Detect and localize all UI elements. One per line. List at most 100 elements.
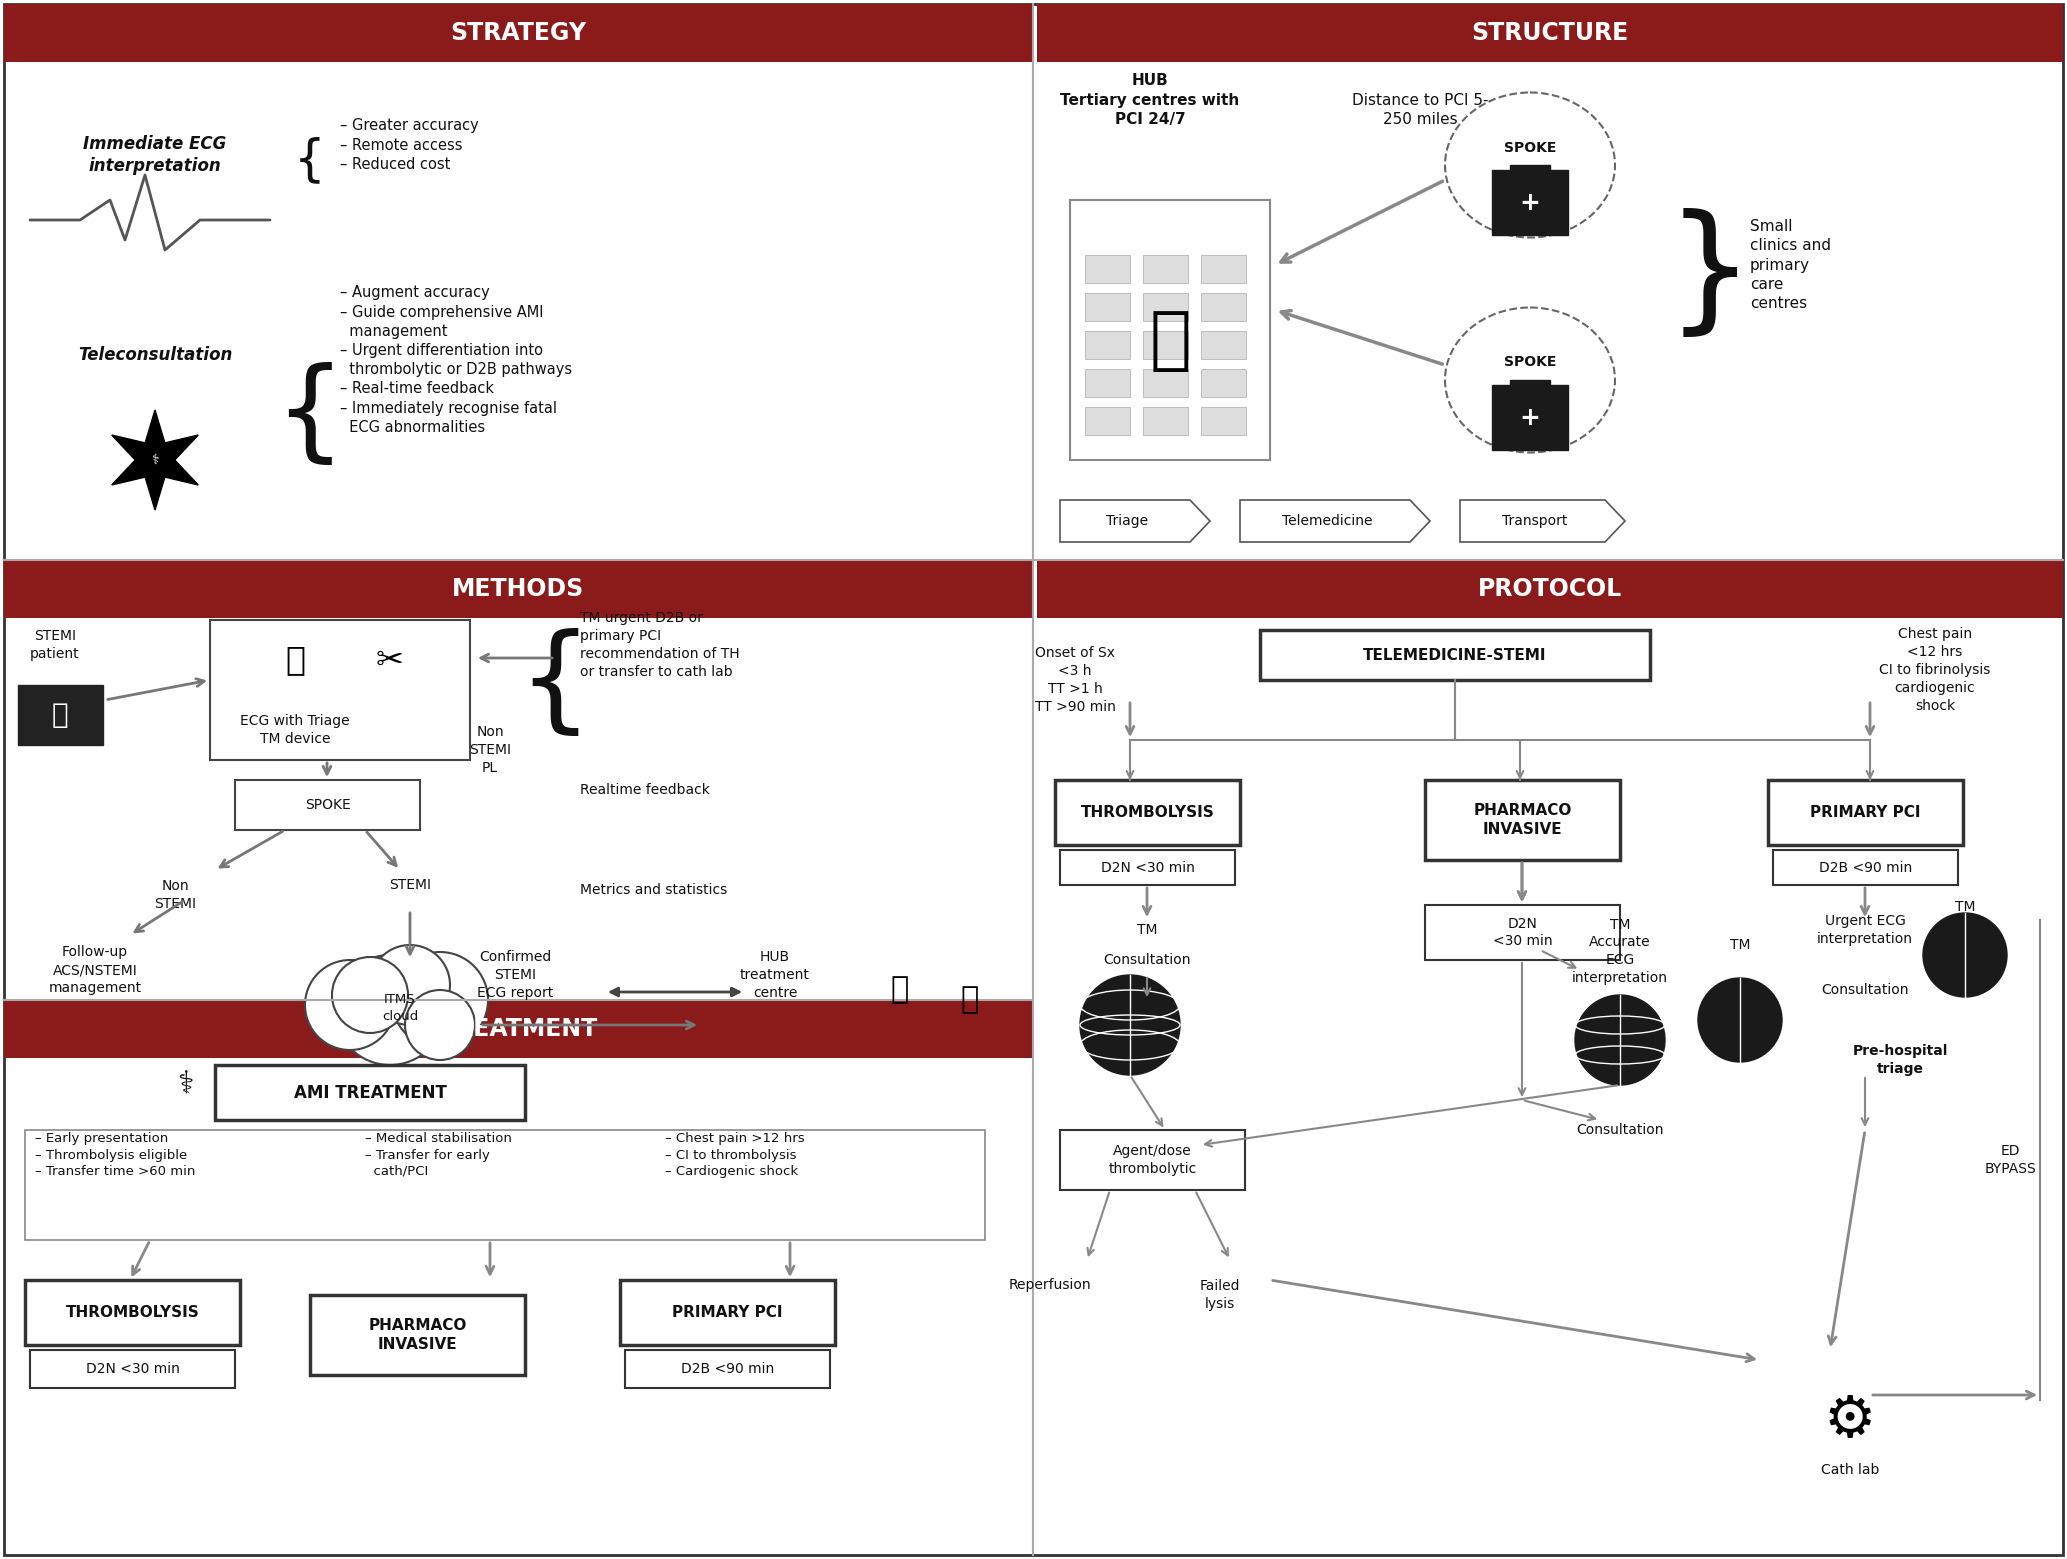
Text: TM: TM (1610, 918, 1631, 932)
Text: METHODS: METHODS (453, 577, 585, 602)
Text: HUB
treatment
centre: HUB treatment centre (740, 949, 810, 999)
FancyBboxPatch shape (1060, 850, 1234, 886)
Text: +: + (1519, 405, 1540, 430)
FancyBboxPatch shape (1424, 780, 1621, 861)
Text: Consultation: Consultation (1577, 1122, 1664, 1137)
FancyBboxPatch shape (1143, 256, 1189, 284)
Text: 🏛: 🏛 (1149, 307, 1191, 374)
Text: – Greater accuracy
– Remote access
– Reduced cost: – Greater accuracy – Remote access – Red… (339, 118, 480, 171)
Text: ⚙: ⚙ (1823, 1392, 1877, 1448)
Text: Metrics and statistics: Metrics and statistics (581, 882, 728, 896)
Text: Triage: Triage (1106, 514, 1147, 529)
FancyBboxPatch shape (1492, 170, 1569, 235)
Text: Distance to PCI 5-
250 miles: Distance to PCI 5- 250 miles (1352, 94, 1488, 128)
Text: ECG with Triage
TM device: ECG with Triage TM device (240, 714, 349, 745)
Polygon shape (1240, 500, 1430, 543)
FancyBboxPatch shape (1767, 780, 1964, 845)
Text: D2B <90 min: D2B <90 min (1819, 861, 1912, 875)
Text: Non
STEMI: Non STEMI (155, 879, 196, 910)
FancyBboxPatch shape (4, 560, 1034, 617)
Text: STEMI: STEMI (389, 878, 432, 892)
Text: 🛏: 🛏 (961, 985, 980, 1015)
FancyBboxPatch shape (1201, 256, 1246, 284)
FancyBboxPatch shape (1492, 385, 1569, 451)
Text: SPOKE: SPOKE (304, 798, 351, 812)
Text: TREATMENT: TREATMENT (440, 1016, 597, 1041)
Text: STRUCTURE: STRUCTURE (1472, 20, 1629, 45)
Text: 📟: 📟 (285, 644, 306, 677)
FancyBboxPatch shape (25, 1280, 240, 1345)
FancyBboxPatch shape (1201, 369, 1246, 398)
Text: TM: TM (1955, 900, 1976, 914)
Text: Small
clinics and
primary
care
centres: Small clinics and primary care centres (1751, 220, 1831, 310)
Circle shape (393, 953, 488, 1048)
Circle shape (333, 957, 407, 1034)
FancyBboxPatch shape (1085, 331, 1131, 359)
Text: TM urgent D2B or
primary PCI
recommendation of TH
or transfer to cath lab: TM urgent D2B or primary PCI recommendat… (581, 611, 740, 678)
Text: SPOKE: SPOKE (1505, 355, 1556, 369)
Text: Urgent ECG
interpretation: Urgent ECG interpretation (1817, 914, 1912, 946)
Text: Chest pain
<12 hrs
CI to fibrinolysis
cardiogenic
shock: Chest pain <12 hrs CI to fibrinolysis ca… (1879, 627, 1991, 712)
Text: ✂: ✂ (376, 644, 403, 677)
FancyBboxPatch shape (31, 1350, 236, 1388)
Text: Follow-up
ACS/NSTEMI
management: Follow-up ACS/NSTEMI management (48, 945, 141, 995)
Text: PROTOCOL: PROTOCOL (1478, 577, 1623, 602)
FancyBboxPatch shape (4, 5, 1034, 62)
FancyBboxPatch shape (236, 780, 420, 829)
FancyBboxPatch shape (1143, 331, 1189, 359)
Text: {: { (517, 628, 593, 742)
Circle shape (134, 440, 176, 480)
FancyBboxPatch shape (1143, 407, 1189, 435)
FancyBboxPatch shape (19, 684, 103, 745)
Text: – Early presentation
– Thrombolysis eligible
– Transfer time >60 min: – Early presentation – Thrombolysis elig… (35, 1132, 196, 1179)
Text: {: { (275, 362, 345, 469)
FancyBboxPatch shape (1071, 200, 1269, 460)
FancyBboxPatch shape (1060, 1130, 1244, 1190)
FancyBboxPatch shape (1038, 560, 2063, 617)
Text: TM: TM (1137, 923, 1158, 937)
Text: ⚕: ⚕ (151, 454, 159, 468)
Polygon shape (112, 435, 198, 485)
Text: – Medical stabilisation
– Transfer for early
  cath/PCI: – Medical stabilisation – Transfer for e… (366, 1132, 513, 1179)
FancyBboxPatch shape (1201, 407, 1246, 435)
FancyBboxPatch shape (1143, 293, 1189, 321)
FancyBboxPatch shape (1038, 5, 2063, 62)
Text: D2N
<30 min: D2N <30 min (1492, 917, 1552, 948)
Text: TM: TM (1730, 939, 1751, 953)
Text: Pre-hospital
triage: Pre-hospital triage (1852, 1045, 1947, 1076)
Text: 🚑: 🚑 (52, 702, 68, 730)
Circle shape (1697, 977, 1782, 1062)
Text: PRIMARY PCI: PRIMARY PCI (1811, 804, 1920, 820)
Polygon shape (112, 435, 198, 485)
Text: STRATEGY: STRATEGY (451, 20, 587, 45)
Text: D2N <30 min: D2N <30 min (85, 1363, 180, 1377)
Text: Transport: Transport (1503, 514, 1567, 529)
Text: {: { (294, 136, 327, 184)
FancyBboxPatch shape (1201, 293, 1246, 321)
Text: Confirmed
STEMI
ECG report: Confirmed STEMI ECG report (477, 949, 554, 999)
Text: Agent/dose
thrombolytic: Agent/dose thrombolytic (1108, 1144, 1197, 1175)
Circle shape (370, 945, 451, 1024)
Text: PHARMACO
INVASIVE: PHARMACO INVASIVE (368, 1317, 467, 1352)
Polygon shape (1060, 500, 1209, 543)
Text: Reperfusion: Reperfusion (1009, 1278, 1091, 1292)
FancyBboxPatch shape (1773, 850, 1957, 886)
FancyBboxPatch shape (1085, 293, 1131, 321)
FancyBboxPatch shape (1085, 407, 1131, 435)
Text: ⚕: ⚕ (178, 1071, 192, 1099)
Text: D2B <90 min: D2B <90 min (680, 1363, 775, 1377)
FancyBboxPatch shape (4, 999, 1034, 1059)
Text: Realtime feedback: Realtime feedback (581, 783, 709, 797)
FancyBboxPatch shape (4, 5, 2063, 1554)
FancyBboxPatch shape (1143, 369, 1189, 398)
Circle shape (335, 956, 444, 1065)
FancyBboxPatch shape (624, 1350, 831, 1388)
Text: Telemedicine: Telemedicine (1282, 514, 1372, 529)
FancyBboxPatch shape (1054, 780, 1240, 845)
Polygon shape (141, 410, 169, 510)
Circle shape (1575, 995, 1666, 1085)
FancyBboxPatch shape (620, 1280, 835, 1345)
Text: ED
BYPASS: ED BYPASS (1984, 1144, 2036, 1175)
Text: – Chest pain >12 hrs
– CI to thrombolysis
– Cardiogenic shock: – Chest pain >12 hrs – CI to thrombolysi… (666, 1132, 804, 1179)
Circle shape (306, 960, 395, 1051)
